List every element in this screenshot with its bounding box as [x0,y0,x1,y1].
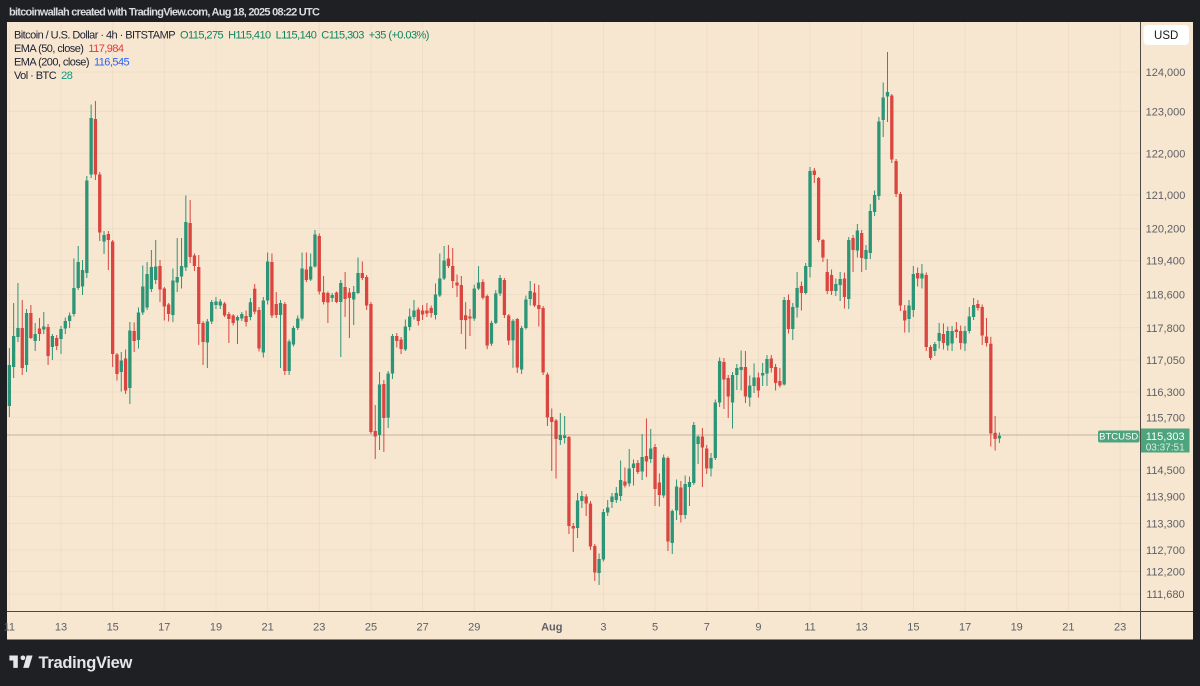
svg-text:11: 11 [4,622,15,634]
svg-text:3: 3 [600,622,606,634]
svg-text:EMA (50, close) 117,984: EMA (50, close) 117,984 [14,43,124,55]
svg-text:TradingView: TradingView [39,654,133,672]
svg-text:17: 17 [959,622,971,634]
svg-text:114,500: 114,500 [1146,465,1185,477]
svg-text:13: 13 [856,622,868,634]
svg-text:EMA (200, close) 116,545: EMA (200, close) 116,545 [14,57,130,69]
svg-text:111,680: 111,680 [1146,589,1184,601]
svg-text:115,303: 115,303 [1146,431,1185,443]
svg-text:5: 5 [652,622,658,634]
svg-text:11: 11 [804,622,815,634]
svg-text:Vol · BTC 28: Vol · BTC 28 [14,70,73,82]
svg-text:121,000: 121,000 [1146,190,1186,202]
svg-text:Aug: Aug [541,622,562,634]
svg-text:113,900: 113,900 [1146,492,1185,504]
svg-text:29: 29 [468,622,480,634]
svg-text:21: 21 [261,622,273,634]
svg-text:BTCUSD: BTCUSD [1099,432,1138,443]
svg-text:17: 17 [158,622,170,634]
svg-text:123,000: 123,000 [1146,106,1186,118]
svg-text:bitcoinwallah created with Tra: bitcoinwallah created with TradingView.c… [9,7,320,19]
svg-text:120,200: 120,200 [1146,224,1186,236]
svg-text:113,300: 113,300 [1146,519,1185,531]
svg-text:Bitcoin / U.S. Dollar · 4h · B: Bitcoin / U.S. Dollar · 4h · BITSTAMP O1… [14,30,429,42]
svg-text:15: 15 [107,622,119,634]
svg-text:03:37:51: 03:37:51 [1146,443,1185,454]
svg-text:23: 23 [313,622,325,634]
svg-text:119,400: 119,400 [1146,256,1185,268]
svg-text:25: 25 [365,622,377,634]
svg-text:7: 7 [704,622,710,634]
svg-text:19: 19 [210,622,222,634]
svg-text:15: 15 [907,622,919,634]
svg-text:117,050: 117,050 [1146,355,1185,367]
svg-text:117,800: 117,800 [1146,323,1185,335]
svg-text:9: 9 [755,622,761,634]
svg-text:124,000: 124,000 [1146,67,1186,79]
svg-text:118,600: 118,600 [1146,290,1185,302]
svg-text:13: 13 [55,622,67,634]
svg-text:112,700: 112,700 [1146,545,1185,557]
svg-text:23: 23 [1114,622,1126,634]
svg-text:USD: USD [1154,30,1178,42]
svg-text:116,300: 116,300 [1146,387,1185,399]
svg-text:122,000: 122,000 [1146,148,1186,160]
svg-text:112,200: 112,200 [1146,567,1185,579]
svg-text:19: 19 [1011,622,1023,634]
svg-text:27: 27 [416,622,428,634]
svg-text:115,700: 115,700 [1146,412,1185,424]
svg-text:21: 21 [1062,622,1074,634]
